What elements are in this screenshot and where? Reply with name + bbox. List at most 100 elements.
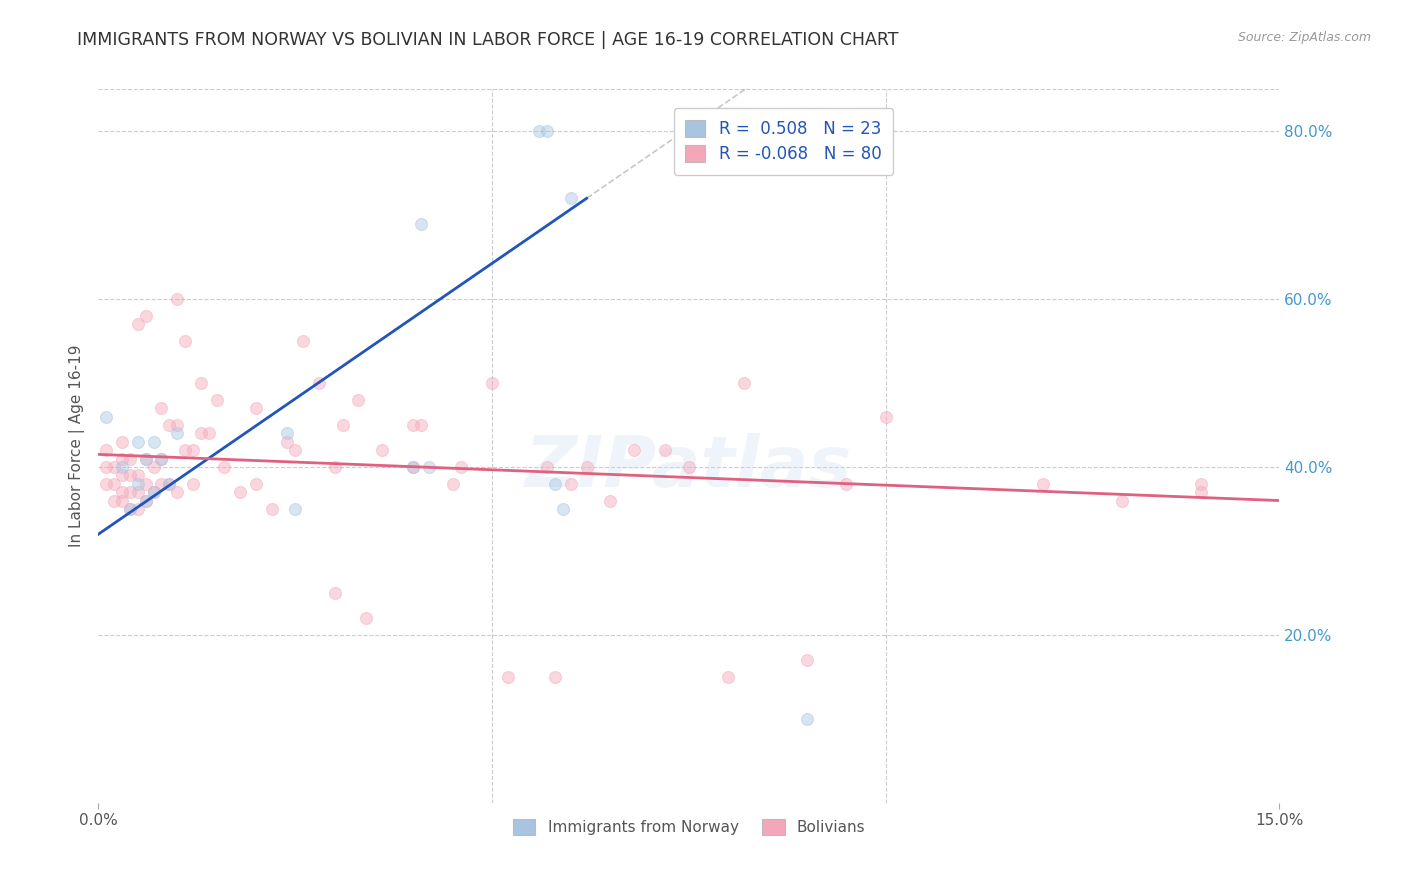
- Point: [536, 124, 558, 138]
- Point: [1189, 485, 1212, 500]
- Point: [411, 417, 433, 432]
- Point: [354, 611, 377, 625]
- Point: [166, 292, 188, 306]
- Point: [135, 493, 157, 508]
- Point: [135, 451, 157, 466]
- Point: [205, 392, 228, 407]
- Point: [323, 586, 346, 600]
- Point: [150, 451, 173, 466]
- Point: [174, 443, 197, 458]
- Point: [481, 376, 503, 390]
- Point: [544, 670, 567, 684]
- Point: [411, 217, 433, 231]
- Point: [157, 476, 180, 491]
- Point: [276, 426, 298, 441]
- Point: [181, 476, 204, 491]
- Point: [135, 309, 157, 323]
- Point: [103, 460, 125, 475]
- Point: [135, 476, 157, 491]
- Point: [551, 502, 574, 516]
- Legend: Immigrants from Norway, Bolivians: Immigrants from Norway, Bolivians: [506, 814, 872, 841]
- Point: [214, 460, 236, 475]
- Point: [441, 476, 464, 491]
- Point: [142, 485, 165, 500]
- Point: [96, 460, 118, 475]
- Point: [111, 434, 134, 449]
- Point: [135, 451, 157, 466]
- Point: [103, 476, 125, 491]
- Point: [292, 334, 315, 348]
- Point: [181, 443, 204, 458]
- Point: [103, 493, 125, 508]
- Point: [245, 401, 267, 416]
- Point: [599, 493, 621, 508]
- Point: [654, 443, 676, 458]
- Point: [150, 451, 173, 466]
- Point: [166, 417, 188, 432]
- Point: [347, 392, 370, 407]
- Point: [118, 451, 141, 466]
- Point: [157, 417, 180, 432]
- Point: [142, 434, 165, 449]
- Point: [174, 334, 197, 348]
- Y-axis label: In Labor Force | Age 16-19: In Labor Force | Age 16-19: [69, 344, 84, 548]
- Point: [796, 712, 818, 726]
- Point: [1032, 476, 1054, 491]
- Point: [127, 468, 149, 483]
- Point: [402, 460, 425, 475]
- Point: [371, 443, 394, 458]
- Point: [575, 460, 598, 475]
- Point: [142, 485, 165, 500]
- Point: [111, 460, 134, 475]
- Point: [402, 460, 425, 475]
- Point: [127, 502, 149, 516]
- Point: [402, 417, 425, 432]
- Point: [1111, 493, 1133, 508]
- Point: [229, 485, 252, 500]
- Point: [127, 476, 149, 491]
- Point: [190, 426, 212, 441]
- Point: [190, 376, 212, 390]
- Point: [96, 409, 118, 424]
- Point: [678, 460, 700, 475]
- Point: [560, 191, 582, 205]
- Point: [560, 476, 582, 491]
- Point: [166, 426, 188, 441]
- Point: [418, 460, 440, 475]
- Point: [118, 502, 141, 516]
- Point: [733, 376, 755, 390]
- Point: [157, 476, 180, 491]
- Point: [118, 502, 141, 516]
- Point: [197, 426, 219, 441]
- Point: [150, 476, 173, 491]
- Text: Source: ZipAtlas.com: Source: ZipAtlas.com: [1237, 31, 1371, 45]
- Point: [276, 434, 298, 449]
- Point: [111, 451, 134, 466]
- Point: [717, 670, 740, 684]
- Point: [544, 476, 567, 491]
- Point: [142, 460, 165, 475]
- Point: [835, 476, 858, 491]
- Point: [96, 443, 118, 458]
- Point: [308, 376, 330, 390]
- Point: [623, 443, 645, 458]
- Point: [284, 443, 307, 458]
- Point: [135, 493, 157, 508]
- Point: [127, 434, 149, 449]
- Point: [111, 493, 134, 508]
- Point: [127, 318, 149, 332]
- Point: [1189, 476, 1212, 491]
- Point: [111, 485, 134, 500]
- Point: [118, 485, 141, 500]
- Point: [875, 409, 897, 424]
- Point: [450, 460, 472, 475]
- Point: [284, 502, 307, 516]
- Point: [166, 485, 188, 500]
- Point: [118, 468, 141, 483]
- Point: [496, 670, 519, 684]
- Point: [150, 401, 173, 416]
- Point: [111, 468, 134, 483]
- Point: [332, 417, 354, 432]
- Point: [127, 485, 149, 500]
- Point: [245, 476, 267, 491]
